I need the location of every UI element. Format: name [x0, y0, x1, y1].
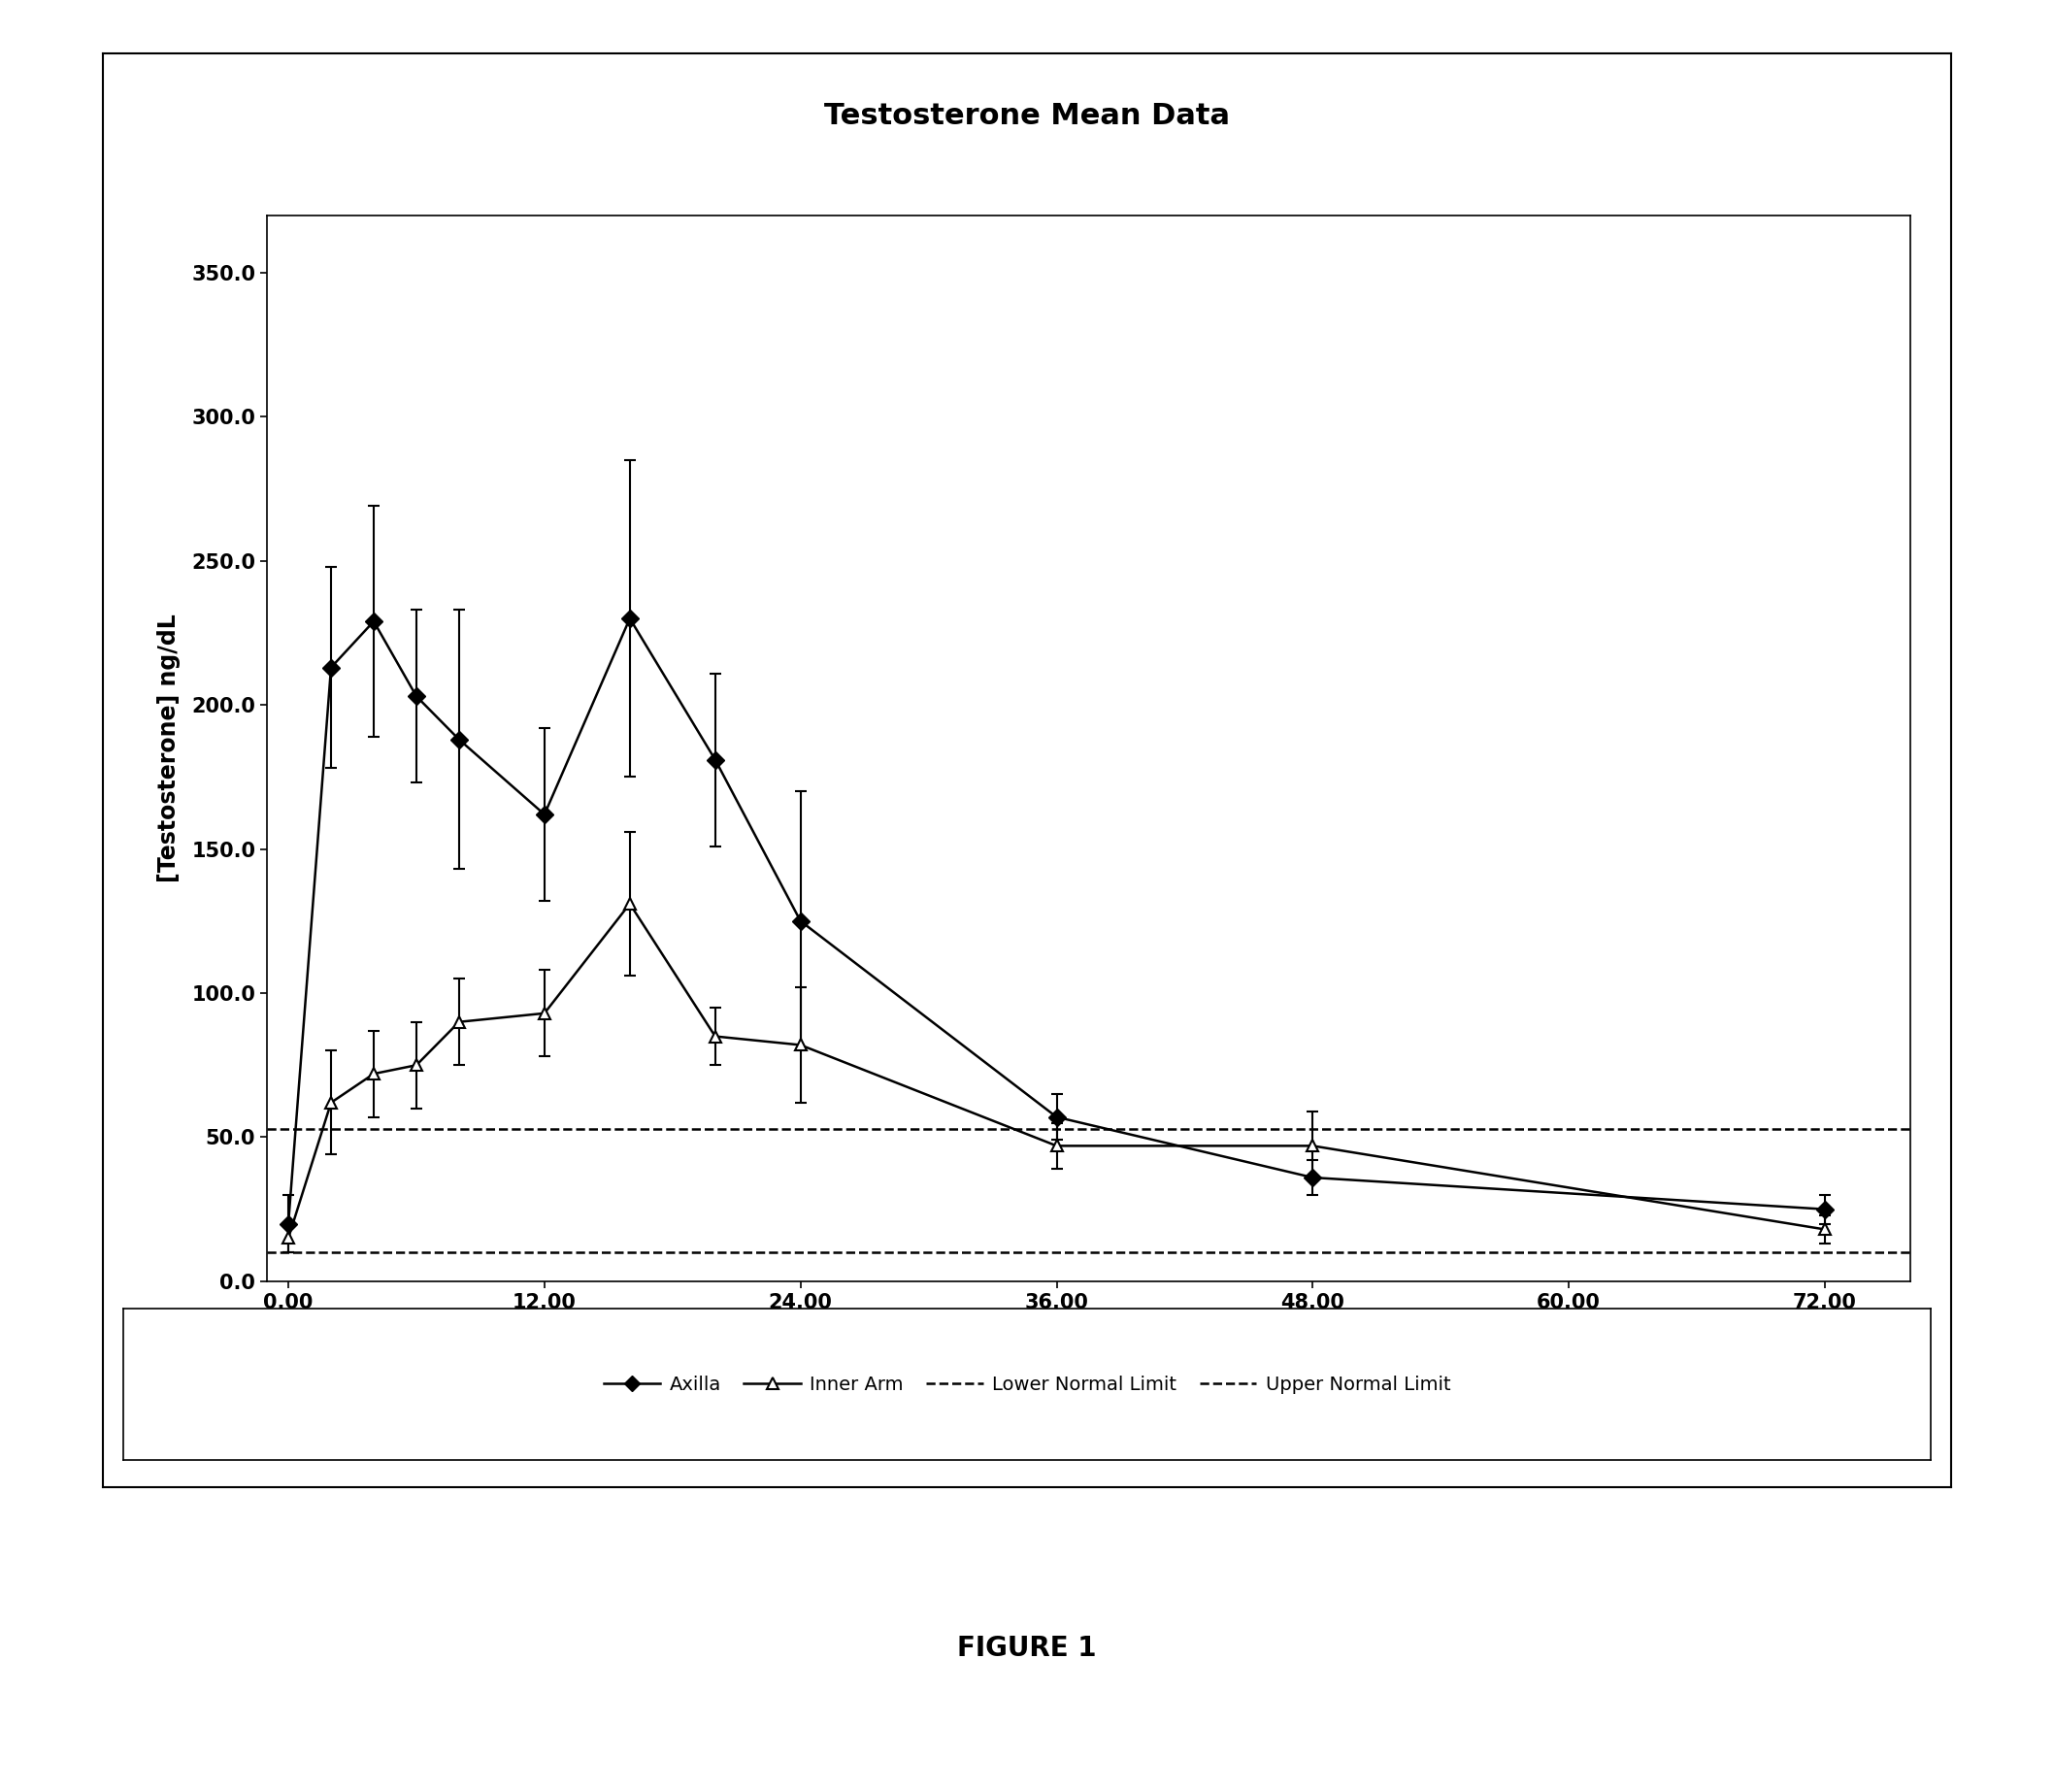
Lower Normal Limit — [275, 1242, 300, 1263]
Legend: Axilla, Inner Arm, Lower Normal Limit, Upper Normal Limit: Axilla, Inner Arm, Lower Normal Limit, U… — [594, 1366, 1460, 1403]
Y-axis label: [Testosterone] ng/dL: [Testosterone] ng/dL — [158, 615, 181, 882]
X-axis label: Nominal Elapsed Time (h): Nominal Elapsed Time (h) — [922, 1322, 1255, 1346]
Upper Normal Limit — [275, 1118, 300, 1140]
Lower Normal Limit — [298, 1242, 322, 1263]
Text: FIGURE 1: FIGURE 1 — [957, 1634, 1097, 1663]
Upper Normal Limit — [298, 1118, 322, 1140]
Text: Testosterone Mean Data: Testosterone Mean Data — [824, 102, 1230, 131]
